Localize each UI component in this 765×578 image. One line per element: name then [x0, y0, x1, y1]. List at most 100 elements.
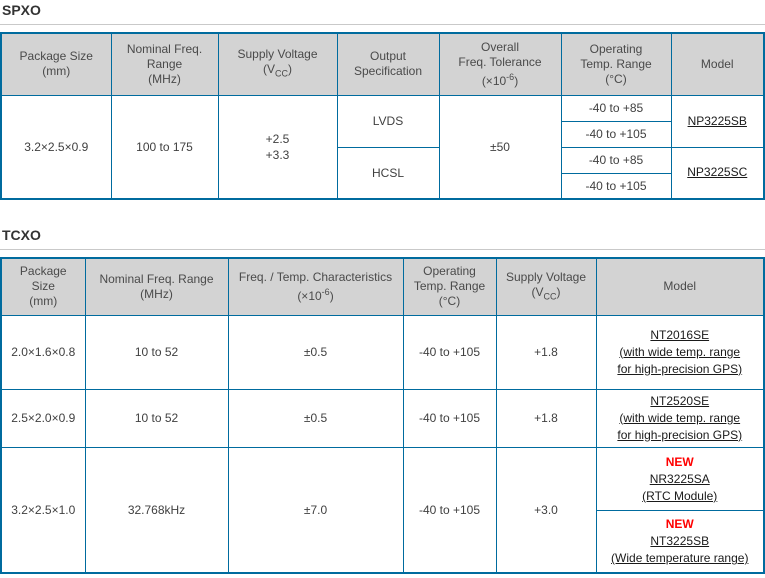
tcxo-table: Package Size (mm) Nominal Freq. Range (M…	[0, 257, 765, 574]
header-line: (°C)	[605, 71, 627, 86]
tcxo-model-cell: NT2016SE (with wide temp. range for high-p…	[595, 314, 765, 390]
tcxo-supply-cell: +1.8	[495, 314, 597, 390]
supply-value-line: +3.3	[265, 147, 290, 162]
new-badge: NEW	[665, 454, 694, 469]
model-link-line: (Wide temperature range)	[611, 551, 749, 566]
exp-close: )	[514, 73, 519, 88]
tcxo-model-cell: NEW NT3225SB (Wide temperature range)	[595, 509, 765, 574]
tcxo-header-model: Model	[595, 257, 765, 316]
header-line: Temp. Range	[413, 279, 486, 294]
header-line: Package	[19, 264, 67, 279]
table-row: -40 to +105	[1, 120, 764, 148]
header-line: Specification	[353, 64, 423, 79]
header-line: Overall	[480, 39, 519, 54]
header-line: Freq. / Temp. Characteristics	[238, 269, 393, 284]
tcxo-characteristics-cell: ±7.0	[227, 446, 404, 574]
spxo-header-supply-voltage: Supply Voltage (VCC)	[217, 32, 338, 96]
tcxo-header-supply-voltage: Supply Voltage (VCC)	[495, 257, 597, 316]
exp-superscript: -6	[506, 71, 515, 82]
tcxo-supply-cell: +1.8	[495, 388, 597, 448]
model-link-nt2520se[interactable]: NT2520SE (with wide temp. range for high-p…	[617, 393, 742, 444]
spxo-temp-cell: -40 to +85	[560, 94, 672, 122]
vcc-open: (V	[263, 62, 275, 77]
spxo-table: Package Size (mm) Nominal Freq. Range (M…	[0, 32, 765, 200]
model-link-line: (with wide temp. range	[619, 344, 741, 359]
tcxo-header-package-size: Package Size (mm)	[0, 257, 86, 316]
header-line: (VCC)	[531, 284, 561, 301]
header-line: (VCC)	[263, 62, 292, 78]
spxo-freq-cell: 100 to 175	[110, 94, 219, 200]
header-line: (MHz)	[148, 71, 181, 86]
spxo-temp-cell: -40 to +85	[560, 146, 672, 174]
spxo-model-cell: NP3225SB	[670, 94, 765, 148]
tcxo-freq-cell: 10 to 52	[84, 314, 229, 390]
model-link-line: for high-precision GPS)	[617, 427, 743, 442]
model-link-np3225sc[interactable]: NP3225SC	[687, 165, 748, 180]
header-line: Supply Voltage	[505, 269, 587, 284]
spxo-header-package-size: Package Size (mm)	[0, 32, 112, 96]
model-link-nt2016se[interactable]: NT2016SE (with wide temp. range for high-p…	[617, 327, 742, 378]
model-link-line: NR3225SA	[649, 471, 710, 486]
header-line: Nominal Freq.	[126, 41, 203, 56]
tcxo-package-cell: 3.2×2.5×1.0	[0, 446, 86, 574]
model-link-nr3225sa[interactable]: NR3225SA (RTC Module)	[642, 471, 717, 505]
spxo-temp-cell: -40 to +105	[560, 172, 672, 200]
tcxo-temp-cell: -40 to +105	[402, 446, 497, 574]
header-line: (×10-6)	[481, 71, 519, 88]
vcc-close: )	[556, 284, 561, 299]
spxo-model-cell: NP3225SC	[670, 146, 765, 200]
tcxo-supply-cell: +3.0	[495, 446, 597, 574]
tcxo-package-cell: 2.5×2.0×0.9	[0, 388, 86, 448]
exp-open: (×10	[481, 73, 507, 88]
model-link-line: (with wide temp. range	[619, 410, 741, 425]
header-line: Size	[31, 279, 55, 294]
tcxo-temp-cell: -40 to +105	[402, 314, 497, 390]
tcxo-characteristics-cell: ±0.5	[227, 314, 404, 390]
model-link-nt3225sb[interactable]: NT3225SB (Wide temperature range)	[611, 533, 748, 567]
header-line: Supply Voltage	[237, 47, 318, 62]
spxo-header-nominal-freq: Nominal Freq. Range (MHz)	[110, 32, 219, 96]
spxo-header-operating-temp: Operating Temp. Range (°C)	[560, 32, 672, 96]
spxo-temp-cell: -40 to +105	[560, 120, 672, 148]
spxo-tolerance-cell: ±50	[438, 94, 562, 200]
tcxo-header-operating-temp: Operating Temp. Range (°C)	[402, 257, 497, 316]
model-link-line: NT2520SE	[650, 393, 710, 408]
table-row: -40 to +105	[1, 172, 764, 200]
spxo-section: SPXO Package Size (mm) Nominal Freq. Ran…	[0, 2, 765, 200]
tcxo-section: TCXO Package Size (mm) Nominal Freq. Ran…	[0, 227, 765, 574]
tcxo-model-cell: NT2520SE (with wide temp. range for high-p…	[595, 388, 765, 448]
tcxo-header-row: Package Size (mm) Nominal Freq. Range (M…	[0, 257, 765, 316]
tcxo-freq-cell: 10 to 52	[84, 388, 229, 448]
tcxo-divider	[0, 249, 765, 250]
model-link-line: NT2016SE	[650, 327, 710, 342]
header-line: Operating	[423, 264, 476, 279]
exp-open: (×10	[297, 288, 322, 303]
header-line: (°C)	[438, 294, 461, 309]
new-badge: NEW	[665, 517, 694, 532]
spxo-title: SPXO	[2, 2, 41, 18]
model-link-line: (RTC Module)	[642, 488, 718, 503]
tcxo-package-cell: 2.0×1.6×0.8	[0, 314, 86, 390]
exp-close: )	[329, 288, 334, 303]
header-line: (×10-6)	[297, 287, 334, 303]
tcxo-characteristics-cell: ±0.5	[227, 388, 404, 448]
spxo-supply-cell: +2.5 +3.3	[217, 94, 338, 200]
header-line: (mm)	[42, 64, 71, 79]
supply-value-line: +2.5	[265, 131, 290, 146]
spxo-header-model: Model	[670, 32, 765, 96]
tcxo-freq-cell: 32.768kHz	[84, 446, 229, 574]
header-line: (mm)	[29, 294, 58, 309]
model-link-line: NT3225SB	[650, 534, 710, 549]
table-row: 3.2×2.5×1.0 32.768kHz ±7.0 -40 to +105 +…	[0, 446, 765, 574]
model-link-line: for high-precision GPS)	[617, 361, 743, 376]
spxo-divider	[0, 24, 765, 25]
tcxo-temp-cell: -40 to +105	[402, 388, 497, 448]
vcc-subscript: CC	[543, 290, 557, 301]
table-row: 3.2×2.5×0.9 100 to 175 +2.5 +3.3 LVDS ±5…	[0, 94, 765, 200]
vcc-open: (V	[531, 284, 544, 299]
header-line: Range	[146, 56, 183, 71]
spxo-output-hcsl-cell: HCSL	[336, 146, 440, 200]
model-link-np3225sb[interactable]: NP3225SB	[687, 113, 747, 128]
tcxo-header-nominal-freq: Nominal Freq. Range (MHz)	[84, 257, 229, 316]
